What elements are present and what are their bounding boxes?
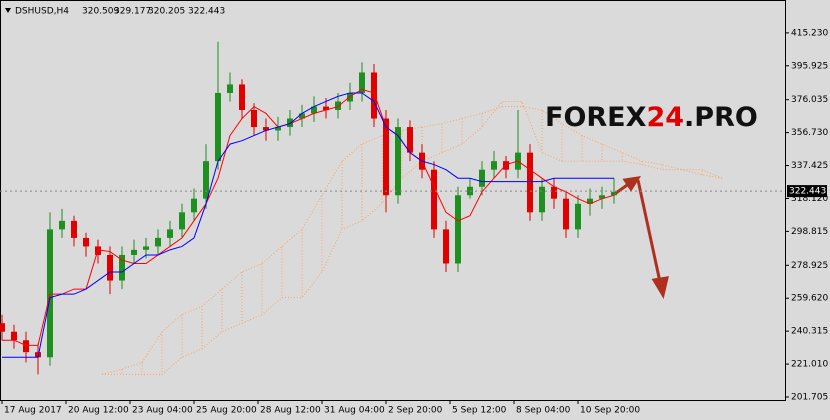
y-tick-label: 337.425 xyxy=(791,161,828,171)
y-tick-label: 278.925 xyxy=(791,261,828,271)
candle-body xyxy=(599,195,605,199)
y-tick-label: 221.010 xyxy=(791,360,828,370)
candle-body xyxy=(371,72,377,119)
candle-body xyxy=(527,152,533,213)
tenkan-line xyxy=(2,88,615,346)
x-tick-label: 28 Aug 12:00 xyxy=(260,406,321,416)
candle-body xyxy=(383,118,389,196)
x-tick-label: 8 Sep 04:00 xyxy=(516,406,571,416)
x-tick-label: 10 Sep 20:00 xyxy=(580,406,640,416)
candle-body xyxy=(395,127,401,196)
y-tick-label: 298.815 xyxy=(791,227,828,237)
y-tick-label: 415.230 xyxy=(791,28,828,38)
candle-body xyxy=(239,84,245,110)
arrow-head xyxy=(622,176,642,192)
candle-body xyxy=(119,254,125,281)
candle-body xyxy=(23,340,29,353)
candle-body xyxy=(575,203,581,230)
last-price-box xyxy=(787,185,827,198)
symbol: DSHUSD,H4 xyxy=(15,7,69,17)
logo: FOREX24.PRO xyxy=(545,102,758,133)
y-tick-label: 240.315 xyxy=(791,327,828,337)
candle-body xyxy=(47,229,53,358)
y-tick-label: 356.730 xyxy=(791,128,828,138)
candle-body xyxy=(215,92,221,162)
arrow-head xyxy=(651,276,669,299)
x-tick-label: 23 Aug 04:00 xyxy=(132,406,193,416)
candle-body xyxy=(551,186,557,199)
y-tick-label: 259.620 xyxy=(791,294,828,304)
forecast-arrows xyxy=(615,176,669,299)
header-value: 329.177 xyxy=(114,7,151,17)
candle-body xyxy=(71,220,77,238)
x-tick-label: 25 Aug 20:00 xyxy=(196,406,257,416)
candle-body xyxy=(587,198,593,204)
candle-body xyxy=(263,127,269,131)
candle-body xyxy=(311,106,317,114)
candle-body xyxy=(407,127,413,153)
candle-body xyxy=(191,198,197,213)
x-tick-label: 17 Aug 2017 xyxy=(4,406,62,416)
candle-body xyxy=(167,229,173,238)
candle-body xyxy=(455,195,461,264)
candle-body xyxy=(275,127,281,131)
candle-body xyxy=(59,220,65,230)
candle-body xyxy=(0,323,5,332)
candle-body xyxy=(155,237,161,247)
candle-body xyxy=(611,191,617,196)
candle-body xyxy=(359,72,365,93)
candle-body xyxy=(539,186,545,213)
header-value: 322.443 xyxy=(188,7,225,17)
y-tick-label: 318.120 xyxy=(791,194,828,204)
x-tick-label: 5 Sep 12:00 xyxy=(452,406,507,416)
x-tick-label: 2 Sep 20:00 xyxy=(388,406,443,416)
logo-part: FOREX xyxy=(545,102,647,133)
candle-body xyxy=(83,237,89,247)
candle-body xyxy=(431,169,437,230)
candle-body xyxy=(323,106,329,110)
y-tick-label: 395.925 xyxy=(791,61,828,71)
candle-body xyxy=(251,109,257,128)
candle-body xyxy=(347,92,353,102)
candle-body xyxy=(479,169,485,187)
candle-body xyxy=(287,118,293,128)
candle-body xyxy=(299,113,305,119)
candle-body xyxy=(143,246,149,250)
logo-part: .PRO xyxy=(684,102,758,133)
header-value: 320.509 xyxy=(82,7,119,17)
cloud-edge xyxy=(102,100,723,375)
candle-body xyxy=(491,161,497,170)
candle-body xyxy=(227,84,233,93)
last-price-label: 322.443 xyxy=(789,187,826,197)
header-value: 320.205 xyxy=(148,7,185,17)
candle-body xyxy=(503,161,509,170)
logo-part: 24 xyxy=(646,102,684,133)
candle-body xyxy=(443,229,449,264)
candle-body xyxy=(563,198,569,230)
menu-icon xyxy=(5,8,11,13)
y-tick-label: 376.035 xyxy=(791,95,828,105)
candle-body xyxy=(107,254,113,281)
plot-frame xyxy=(0,0,786,401)
candle-body xyxy=(35,352,41,358)
plot xyxy=(0,41,723,375)
x-tick-label: 31 Aug 04:00 xyxy=(324,406,385,416)
candle-body xyxy=(203,161,209,199)
arrow-down xyxy=(636,179,662,283)
kijun-line xyxy=(2,92,614,358)
candle-body xyxy=(131,249,137,255)
x-tick-label: 20 Aug 12:00 xyxy=(68,406,129,416)
candle-body xyxy=(179,212,185,230)
candle-body xyxy=(335,101,341,110)
candle-body xyxy=(11,331,17,341)
y-tick-label: 201.705 xyxy=(791,393,828,403)
